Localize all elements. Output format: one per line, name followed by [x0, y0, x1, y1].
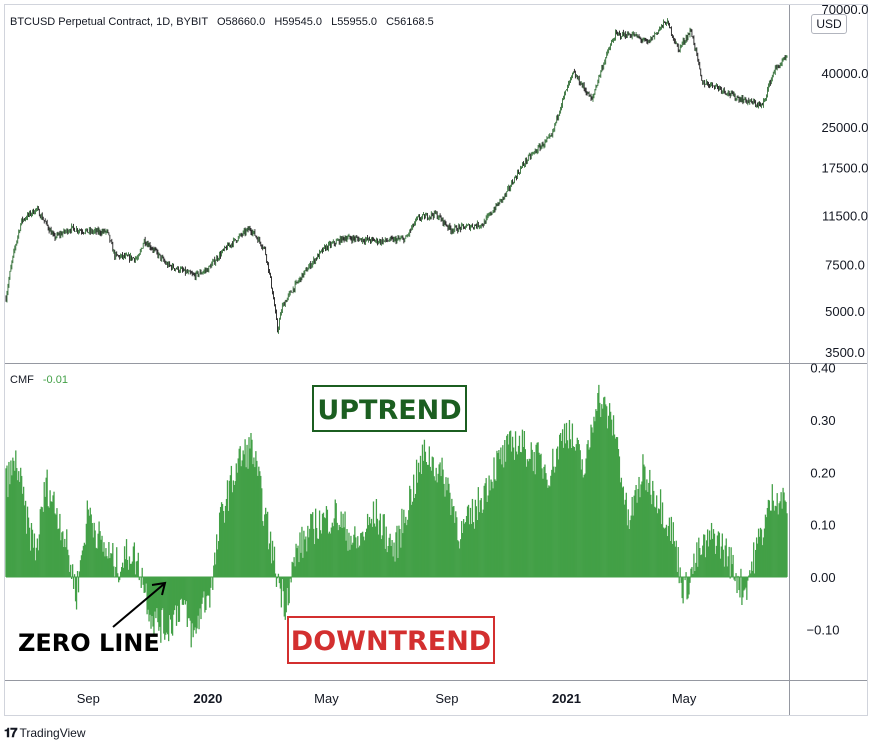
- uptrend-label: UPTREND: [317, 395, 461, 426]
- zero-line-label: ZERO LINE: [18, 629, 160, 657]
- time-tick-label: 2021: [552, 691, 581, 706]
- ohlc-close-value: 56168.5: [394, 16, 434, 28]
- time-tick-label: Sep: [77, 691, 100, 706]
- price-tick-label: 3500.0: [825, 345, 865, 360]
- price-tick-label: 70000.0: [822, 2, 869, 17]
- ohlc-open-value: 58660.0: [226, 16, 266, 28]
- symbol-title: BTCUSD Perpetual Contract, 1D, BYBIT: [10, 16, 208, 28]
- cmf-bars-group: [5, 384, 788, 648]
- cmf-tick-label: 0.20: [810, 465, 835, 480]
- cmf-tick-label: −0.10: [807, 622, 840, 637]
- cmf-last-value: -0.01: [43, 374, 68, 386]
- cmf-tick-label: 0.30: [810, 413, 835, 428]
- ohlc-close-key: C: [386, 16, 394, 28]
- price-tick-label: 17500.0: [822, 161, 869, 176]
- price-tick-label: 7500.0: [825, 258, 865, 273]
- tradingview-brand: TradingView: [19, 726, 86, 740]
- cmf-title: CMF: [10, 374, 34, 386]
- zero-line-arrow: [112, 583, 165, 628]
- symbol-info[interactable]: BTCUSD Perpetual Contract, 1D, BYBIT O58…: [10, 16, 434, 28]
- cmf-tick-label: 0.40: [810, 361, 835, 376]
- time-tick-label: May: [314, 691, 339, 706]
- cmf-legend[interactable]: CMF -0.01: [10, 374, 68, 386]
- cmf-axis[interactable]: −0.10 0.00 0.10 0.20 0.30 0.40: [807, 361, 840, 638]
- price-tick-label: 5000.0: [825, 304, 865, 319]
- time-tick-label: Sep: [435, 691, 458, 706]
- chart-frame: [4, 4, 868, 716]
- ohlc-open-key: O: [217, 16, 226, 28]
- uptrend-annotation: UPTREND: [312, 385, 467, 432]
- candles-group: [5, 18, 788, 334]
- ohlc-high-value: 59545.0: [282, 16, 322, 28]
- ohlc-high-key: H: [274, 16, 282, 28]
- downtrend-label: DOWNTREND: [291, 626, 491, 657]
- price-tick-label: 11500.0: [822, 209, 868, 224]
- ohlc-low-value: 55955.0: [337, 16, 377, 28]
- zero-line-annotation: ZERO LINE: [18, 581, 167, 657]
- price-tick-label: 25000.0: [822, 120, 869, 135]
- zero-line-arrowhead: [151, 581, 167, 596]
- cmf-tick-label: 0.00: [810, 570, 835, 585]
- cmf-tick-label: 0.10: [810, 518, 835, 533]
- time-tick-label: 2020: [193, 691, 222, 706]
- time-axis[interactable]: Sep 2020 May Sep 2021 May: [77, 691, 697, 706]
- price-axis[interactable]: 3500.0 5000.0 7500.0 11500.0 17500.0 25000.0 4…: [822, 2, 869, 360]
- downtrend-annotation: DOWNTREND: [287, 616, 495, 664]
- time-tick-label: May: [672, 691, 697, 706]
- currency-badge[interactable]: USD: [811, 14, 847, 34]
- price-tick-label: 40000.0: [822, 66, 869, 81]
- ohlc-low-key: L: [331, 16, 337, 28]
- tradingview-mark-icon: 𝟏𝟕: [4, 725, 18, 740]
- tradingview-logo[interactable]: 𝟏𝟕 TradingView: [4, 725, 86, 741]
